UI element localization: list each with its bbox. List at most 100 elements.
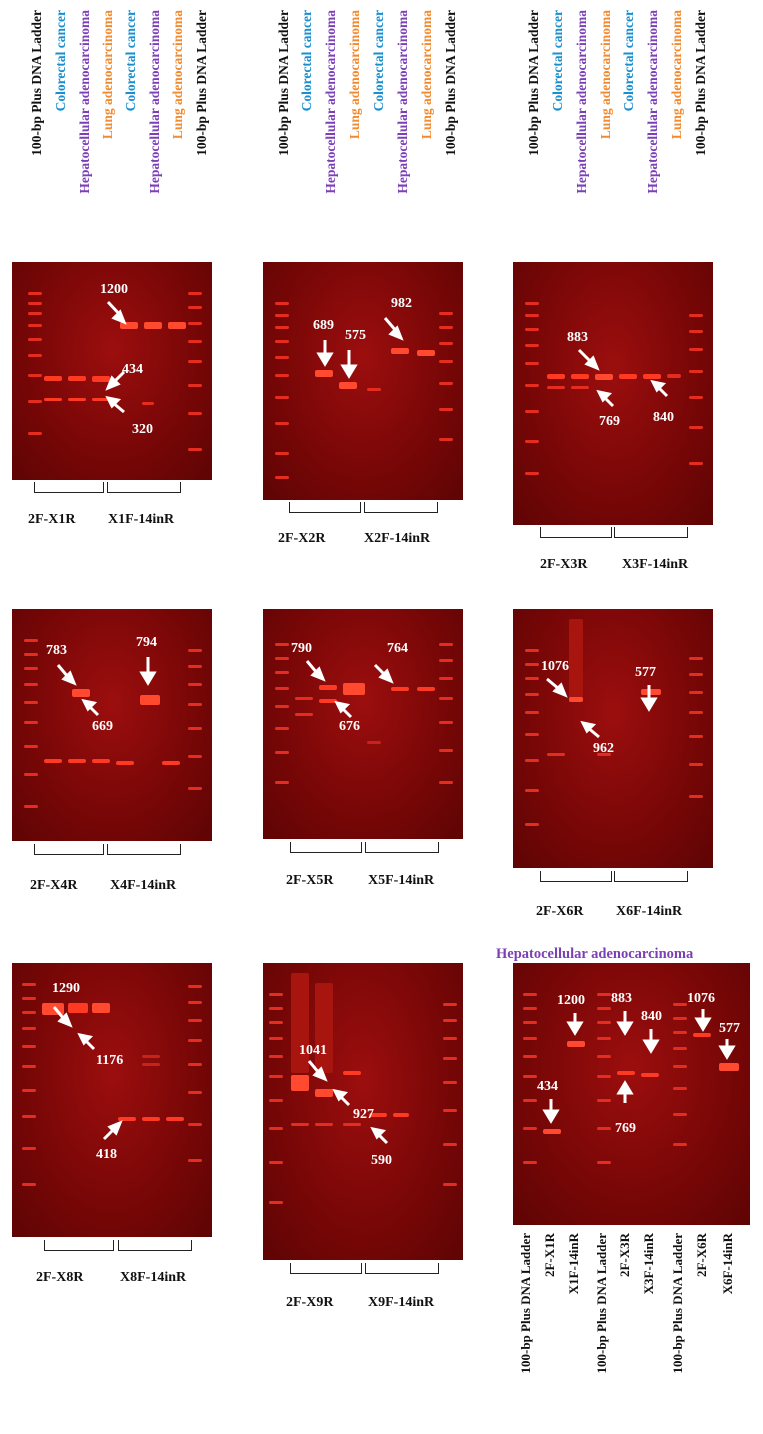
group-label: 2F-X6R xyxy=(536,904,584,919)
gel-panel-x8: 1290 1176 418 xyxy=(12,963,212,1237)
bracket xyxy=(290,1263,362,1274)
band-size-label: 840 xyxy=(641,1009,662,1024)
lane-label-hepatocellular: Hepatocellular adenocarcinoma xyxy=(77,10,92,194)
group-label: X1F-14inR xyxy=(108,512,175,527)
group-label: 2F-X1R xyxy=(28,512,76,527)
arrow-icon xyxy=(316,317,404,379)
group-label: X3F-14inR xyxy=(622,557,689,572)
band-size-label: 927 xyxy=(353,1107,374,1122)
band-size-label: 982 xyxy=(391,296,412,311)
summary-lane-label: 2F-X1R xyxy=(542,1233,557,1278)
group-label: X2F-14inR xyxy=(364,531,431,546)
lane-label-colorectal: Colorectal cancer xyxy=(550,10,565,112)
band-size-label: 764 xyxy=(387,641,408,656)
band-size-label: 418 xyxy=(96,1147,117,1162)
band-size-label: 689 xyxy=(313,318,334,333)
band-size-label: 434 xyxy=(537,1079,558,1094)
group-label: X9F-14inR xyxy=(368,1295,435,1310)
gel-panel-summary: 434 1200 883 769 840 1076 577 xyxy=(513,963,750,1225)
lane-label-colorectal: Colorectal cancer xyxy=(299,10,314,112)
band-size-label: 434 xyxy=(122,362,143,377)
group-label: X5F-14inR xyxy=(368,873,435,888)
bracket xyxy=(364,502,438,513)
band-size-label: 1200 xyxy=(100,282,128,297)
gel-panel-x4: 783 669 794 xyxy=(12,609,212,841)
band-size-label: 1290 xyxy=(52,981,80,996)
band-size-label: 1200 xyxy=(557,993,585,1008)
band-size-label: 840 xyxy=(653,410,674,425)
bracket xyxy=(34,844,104,855)
lane-label-ladder: 100-bp Plus DNA Ladder xyxy=(194,10,209,156)
group-label: 2F-X4R xyxy=(30,878,78,893)
bracket xyxy=(540,871,612,882)
summary-lane-label: X3F-14inR xyxy=(641,1233,656,1295)
bracket xyxy=(614,871,688,882)
band-size-label: 790 xyxy=(291,641,312,656)
gel-panel-x3: 883 769 840 xyxy=(513,262,713,525)
summary-lane-label: 100-bp Plus DNA Ladder xyxy=(594,1233,609,1374)
bracket xyxy=(107,844,181,855)
band-size-label: 1076 xyxy=(687,991,715,1006)
bracket xyxy=(540,527,612,538)
lane-label-hepatocellular: Hepatocellular adenocarcinoma xyxy=(574,10,589,194)
band-size-label: 669 xyxy=(92,719,113,734)
band-size-label: 590 xyxy=(371,1153,392,1168)
arrow-icon xyxy=(305,660,394,719)
lane-label-ladder: 100-bp Plus DNA Ladder xyxy=(29,10,44,156)
bracket xyxy=(118,1240,192,1251)
bracket xyxy=(34,482,104,493)
summary-lane-label: 100-bp Plus DNA Ladder xyxy=(518,1233,533,1374)
group-label: X8F-14inR xyxy=(120,1270,187,1285)
band-size-label: 1076 xyxy=(541,659,569,674)
summary-title: Hepatocellular adenocarcinoma xyxy=(496,946,694,962)
lane-label-colorectal: Colorectal cancer xyxy=(123,10,138,112)
band-size-label: 320 xyxy=(132,422,153,437)
arrow-icon xyxy=(577,348,669,408)
lane-label-ladder: 100-bp Plus DNA Ladder xyxy=(526,10,541,156)
bracket xyxy=(289,502,361,513)
lane-label-ladder: 100-bp Plus DNA Ladder xyxy=(443,10,458,156)
band-size-label: 769 xyxy=(615,1121,636,1136)
group-label: 2F-X8R xyxy=(36,1270,84,1285)
band-size-label: 962 xyxy=(593,741,614,756)
lane-label-lung: Lung adenocarcinoma xyxy=(347,10,362,140)
bracket xyxy=(365,842,439,853)
arrow-icon xyxy=(546,677,658,739)
band-size-label: 794 xyxy=(136,635,157,650)
summary-lane-label: X6F-14inR xyxy=(720,1233,735,1295)
band-size-label: 577 xyxy=(719,1021,740,1036)
lane-label-hepatocellular: Hepatocellular adenocarcinoma xyxy=(147,10,162,194)
arrow-icon xyxy=(542,1009,736,1124)
lane-label-lung: Lung adenocarcinoma xyxy=(598,10,613,140)
gel-panel-x6: 1076 962 577 xyxy=(513,609,713,868)
bracket xyxy=(44,1240,114,1251)
group-label: 2F-X9R xyxy=(286,1295,334,1310)
arrow-icon xyxy=(56,657,157,717)
gel-panel-x2: 689 575 982 xyxy=(263,262,463,500)
gel-panel-x1: 1200 434 320 xyxy=(12,262,212,480)
lane-label-colorectal: Colorectal cancer xyxy=(621,10,636,112)
group-label: 2F-X3R xyxy=(540,557,588,572)
lane-label-colorectal: Colorectal cancer xyxy=(371,10,386,112)
group-label: 2F-X2R xyxy=(278,531,326,546)
band-size-label: 575 xyxy=(345,328,366,343)
lane-label-hepatocellular: Hepatocellular adenocarcinoma xyxy=(645,10,660,194)
band-size-label: 783 xyxy=(46,643,67,658)
bracket xyxy=(107,482,181,493)
band-size-label: 1041 xyxy=(299,1043,327,1058)
summary-lane-label: 100-bp Plus DNA Ladder xyxy=(670,1233,685,1374)
bracket xyxy=(614,527,688,538)
arrow-icon xyxy=(307,1060,389,1145)
lane-label-ladder: 100-bp Plus DNA Ladder xyxy=(276,10,291,156)
group-label: X6F-14inR xyxy=(616,904,683,919)
lane-label-lung: Lung adenocarcinoma xyxy=(669,10,684,140)
summary-lane-label: 2F-X6R xyxy=(694,1233,709,1278)
arrow-icon xyxy=(52,1006,123,1141)
summary-lane-label: 2F-X3R xyxy=(617,1233,632,1278)
band-size-label: 676 xyxy=(339,719,360,734)
band-size-label: 769 xyxy=(599,414,620,429)
lane-label-lung: Lung adenocarcinoma xyxy=(100,10,115,140)
lane-label-lung: Lung adenocarcinoma xyxy=(419,10,434,140)
group-label: X4F-14inR xyxy=(110,878,177,893)
lane-label-ladder: 100-bp Plus DNA Ladder xyxy=(693,10,708,156)
